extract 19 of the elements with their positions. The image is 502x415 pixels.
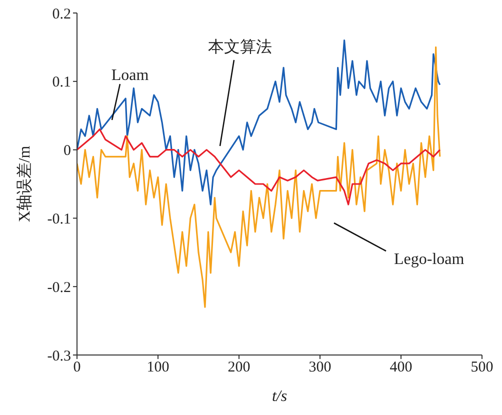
line-series bbox=[77, 40, 441, 206]
text: Lego-loam bbox=[394, 251, 465, 268]
x-tick-label: 0 bbox=[73, 360, 81, 376]
x-tick-label: 500 bbox=[470, 360, 494, 376]
text: 本文算法 bbox=[208, 38, 272, 56]
line-series bbox=[77, 128, 441, 206]
y-axis-title: X轴误差/m bbox=[16, 145, 34, 222]
y-tick-label: -0.3 bbox=[47, 348, 71, 364]
y-tick-label: 0.2 bbox=[52, 6, 71, 22]
x-tick-label: 200 bbox=[228, 360, 250, 376]
y-tick-label: -0.2 bbox=[47, 280, 71, 296]
y-tick-label: 0 bbox=[64, 143, 71, 160]
y-tick-label: 0.1 bbox=[52, 74, 71, 91]
y-tick-label: -0.1 bbox=[47, 212, 71, 228]
series-label: Loam bbox=[111, 67, 150, 84]
x-axis-title: t/s bbox=[272, 388, 288, 405]
x-tick-label: 100 bbox=[146, 360, 170, 376]
x-tick-label: 400 bbox=[390, 360, 412, 376]
x-tick-label: 300 bbox=[308, 360, 332, 376]
